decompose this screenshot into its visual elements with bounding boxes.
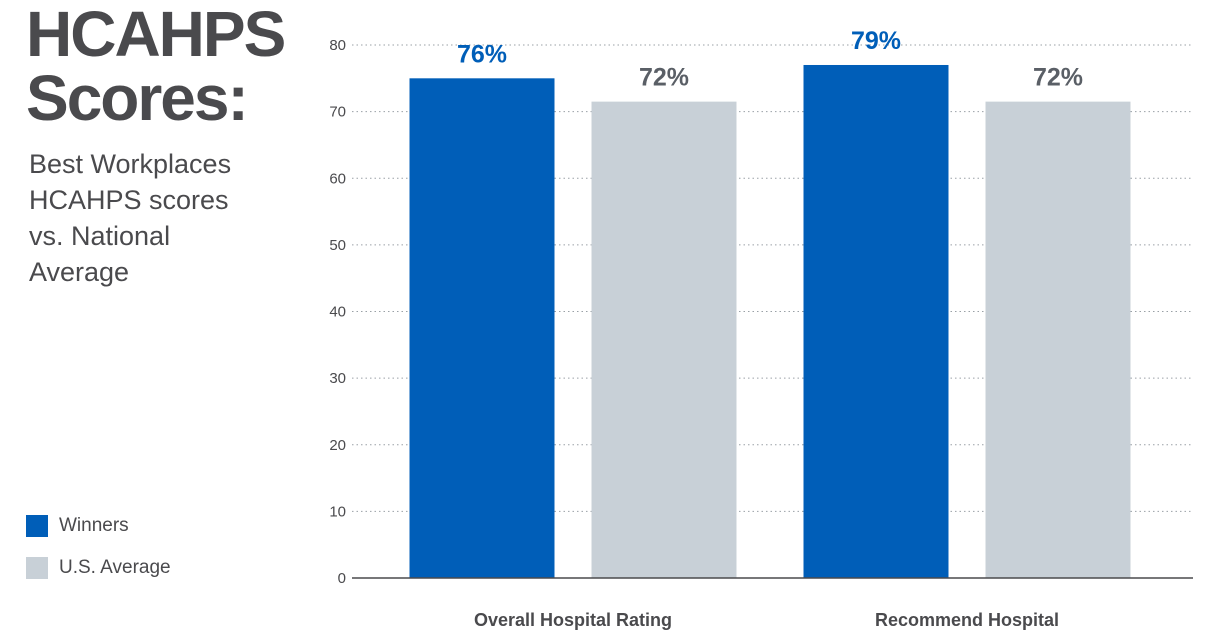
bar-u-s-average-1 [591,101,737,578]
x-category-label-2: Recommend Hospital [875,610,1059,630]
y-tick-label-10: 10 [329,503,346,520]
bar-winners-1 [409,78,555,578]
data-label-winners-1: 76% [457,40,507,68]
legend-item-winners: Winners [26,512,286,554]
y-tick-label-50: 50 [329,237,346,254]
x-category-label-1: Overall Hospital Rating [474,610,672,630]
legend-item-us-average: U.S. Average [26,554,286,596]
bar-u-s-average-2 [985,101,1131,578]
data-label-u-s-average-1: 72% [639,64,689,92]
y-tick-label-60: 60 [329,170,346,187]
y-tick-label-30: 30 [329,370,346,387]
bar-winners-2 [803,64,949,579]
legend-label-us-average: U.S. Average [59,557,171,578]
y-tick-label-70: 70 [329,104,346,121]
y-tick-label-0: 0 [338,570,346,587]
chart-title: HCAHPS Scores: [26,0,286,134]
legend-swatch-winners [26,515,48,537]
y-tick-label-40: 40 [329,304,346,321]
legend-label-winners: Winners [59,515,129,536]
data-label-winners-2: 79% [851,27,901,55]
y-tick-label-80: 80 [329,37,346,54]
legend-swatch-us-average [26,557,48,579]
y-tick-label-20: 20 [329,437,346,454]
chart-subtitle: Best Workplaces HCAHPS scores vs. Nation… [29,149,232,287]
data-label-u-s-average-2: 72% [1033,64,1083,92]
chart-legend: Winners U.S. Average [26,512,286,596]
